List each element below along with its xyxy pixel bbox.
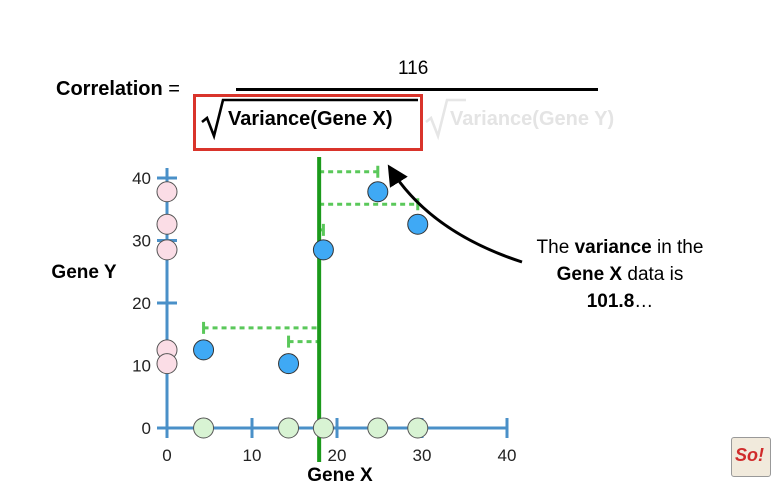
formula-label-text: Correlation: [56, 78, 163, 100]
x-marginal-point: [278, 417, 300, 439]
x-tick-label: 20: [328, 446, 347, 465]
y-marginal-point: [156, 353, 178, 375]
variance-x-term: Variance(Gene X): [228, 108, 393, 130]
y-marginal-point: [156, 213, 178, 235]
highlight-box: [193, 94, 423, 151]
data-point: [312, 239, 334, 261]
y-tick-label: 20: [132, 294, 151, 313]
y-marginal-point: [156, 239, 178, 261]
numerator: 116: [398, 58, 429, 79]
callout-line-3: 101.8…: [586, 291, 654, 312]
x-tick-label: 30: [413, 446, 432, 465]
callout-line-1: The variance in the: [536, 237, 704, 258]
x-tick-label: 0: [162, 446, 171, 465]
sqrt-icon-x: [201, 98, 418, 141]
x-tick-label: 10: [243, 446, 262, 465]
callout-arrow: [387, 164, 523, 264]
data-point: [193, 339, 215, 361]
y-tick-label: 10: [132, 357, 151, 376]
formula-label: Correlation =: [56, 78, 180, 101]
x-marginal-point: [407, 417, 429, 439]
x-marginal-point: [367, 417, 389, 439]
y-marginal-point: [156, 181, 178, 203]
y-tick-label: 0: [142, 419, 151, 438]
sqrt-icon-y: [425, 98, 466, 141]
data-point: [367, 181, 389, 203]
statquest-logo-icon: So!: [731, 437, 771, 477]
y-axis-title: Gene Y: [51, 262, 116, 283]
x-axis-title: Gene X: [307, 465, 373, 486]
variance-y-term: Variance(Gene Y): [450, 108, 615, 130]
data-point: [278, 353, 300, 375]
equals-sign: =: [168, 78, 180, 100]
y-tick-label: 40: [132, 169, 151, 188]
callout-line-2: Gene X data is: [556, 264, 684, 285]
fraction-bar: [236, 88, 598, 91]
x-marginal-point: [312, 417, 334, 439]
sqrt-signs: [201, 98, 466, 141]
data-point: [407, 213, 429, 235]
y-tick-label: 30: [132, 232, 151, 251]
x-tick-label: 40: [498, 446, 517, 465]
variance-callout: The variance in the Gene X data is 101.8…: [500, 234, 740, 315]
x-marginal-point: [193, 417, 215, 439]
